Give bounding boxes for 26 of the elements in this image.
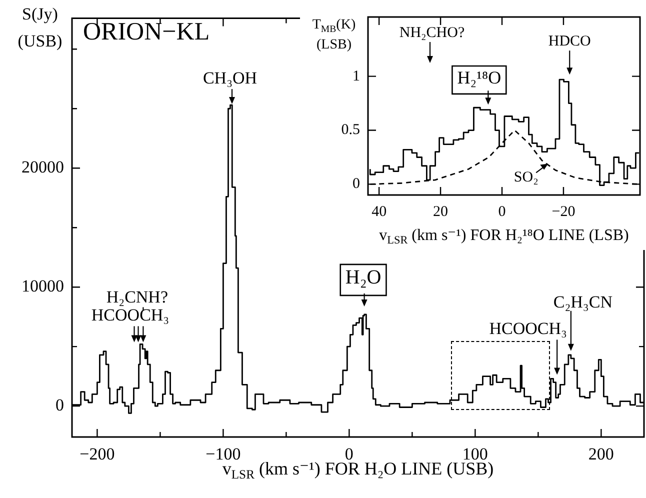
y-tick-label: 0 [352,176,360,192]
x-tick-label: 100 [462,444,488,464]
x-tick-label: −100 [206,444,241,464]
annotation: NH₂CHO? [399,24,465,41]
annotation: C₂H₃CN [553,292,612,312]
x-tick-label: 20 [433,204,448,220]
y-tick-label: 1 [352,68,360,84]
chart-title: ORION−KL [83,18,210,46]
x-tick-label: 40 [372,204,387,220]
x-tick-label: 200 [588,444,614,464]
annotation: HCOOCH₃ [91,306,170,325]
y-tick-label: 0.5 [341,122,360,138]
x-tick-label: 0 [498,204,506,220]
y-tick-label: 20000 [22,158,64,177]
annotation: H₂CNH? [106,288,168,307]
annotation: HDCO [548,34,592,50]
annotation: SO₂ [514,170,538,186]
y-tick-label: 0 [56,396,64,415]
annotation: H₂O [345,266,382,289]
annotation: CH₃OH [202,68,258,88]
y-axis-title: S(Jy) (USB) [18,4,62,50]
x-tick-label: −20 [552,204,576,220]
annotation: H₂¹⁸O [457,67,502,88]
y-tick-label: 10000 [22,276,64,296]
x-tick-label: −200 [80,444,115,464]
annotation: HCOOCH₃ [489,319,567,338]
